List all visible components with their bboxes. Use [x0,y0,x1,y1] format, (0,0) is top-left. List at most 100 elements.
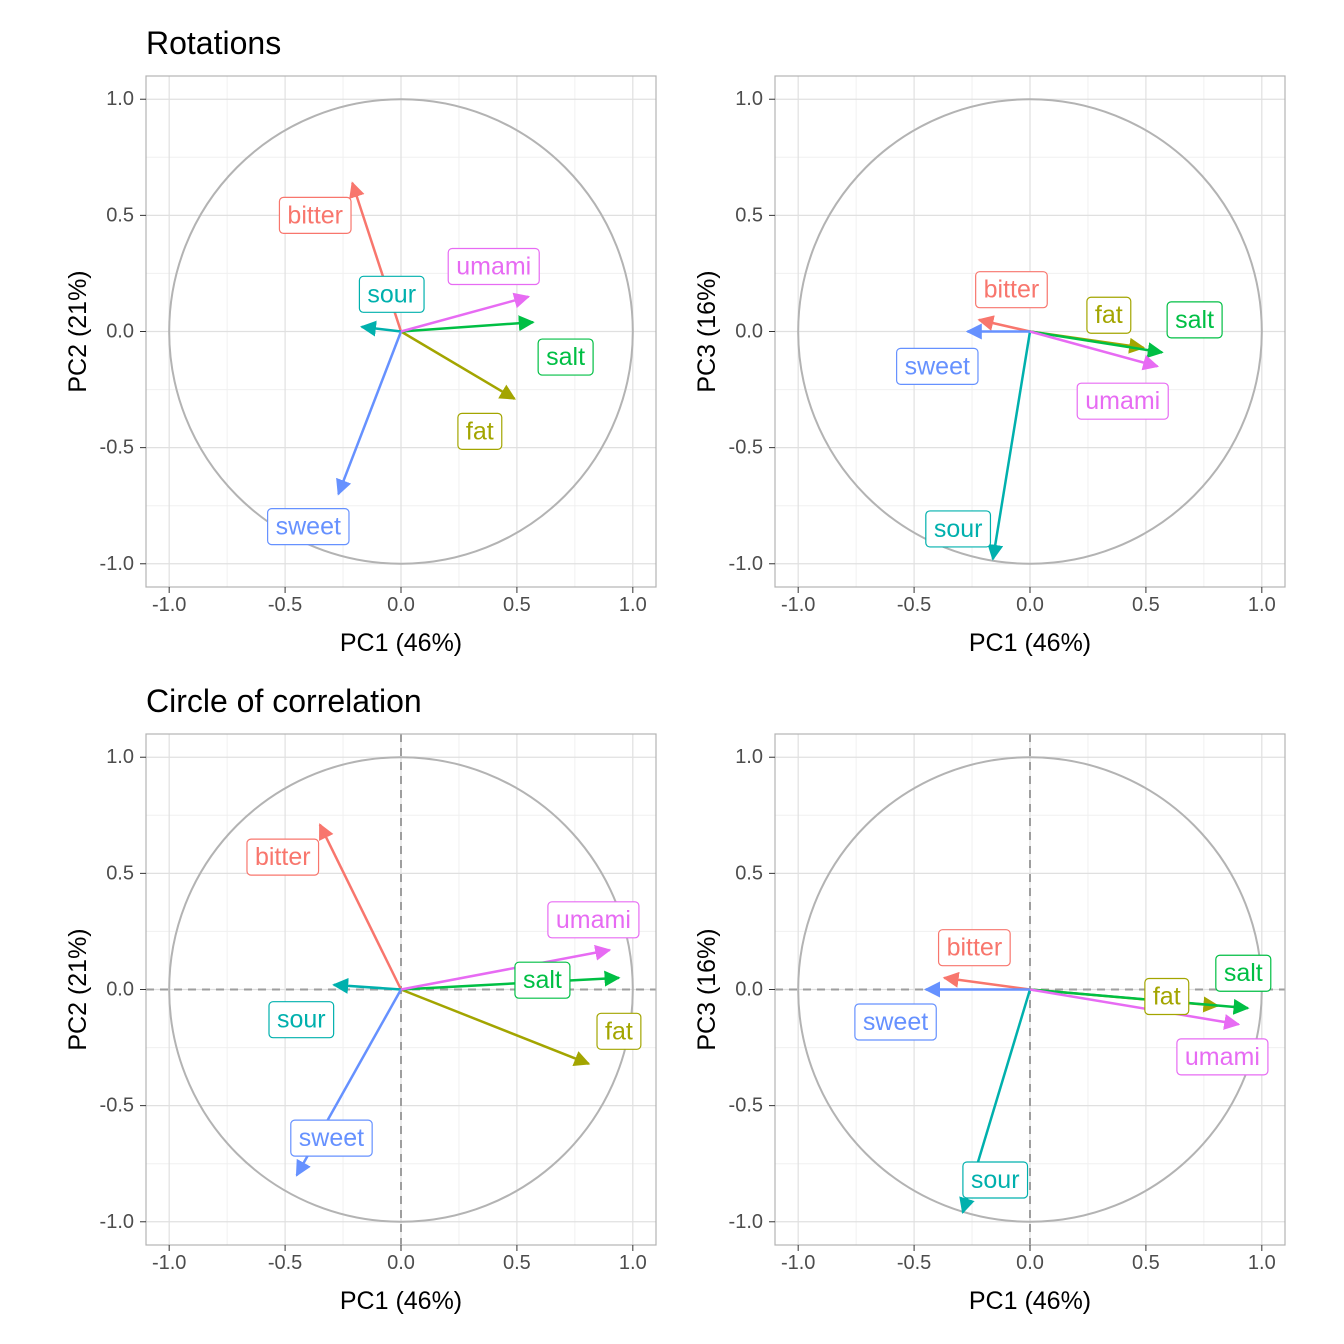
vector-fat [400,988,591,1066]
label-umami: umami [1076,382,1169,420]
y-tick-label: 0.5 [106,204,134,226]
label-box-sour [925,510,992,548]
label-text-salt: salt [546,343,585,371]
y-tick-label: 0.5 [106,862,134,884]
label-box-salt [514,961,571,999]
label-text-fat: fat [605,1017,633,1045]
label-sour: sour [268,1001,335,1039]
x-tick-label: 0.5 [1132,1252,1160,1274]
label-text-umami: umami [1085,387,1160,415]
label-box-fat [457,412,503,450]
y-tick-label: -0.5 [100,1095,134,1117]
label-box-salt [537,338,594,376]
label-text-bitter: bitter [984,276,1040,304]
y-tick-label: 1.0 [735,746,763,768]
x-tick-label: 1.0 [1248,1252,1276,1274]
vector-bitter [942,971,1031,991]
label-text-sweet: sweet [276,513,341,541]
x-tick-label: 0.0 [1016,1252,1044,1274]
y-tick-label: 0.0 [735,321,763,343]
label-text-umami: umami [556,906,631,934]
y-tick-label: 0.0 [735,979,763,1001]
label-sweet: sweet [896,347,979,385]
vector-bitter [318,823,403,991]
label-box-fat [1086,296,1132,334]
panel-title: Rotations [146,25,281,61]
label-box-sweet [896,347,979,385]
label-sour: sour [962,1161,1029,1199]
label-text-bitter: bitter [947,934,1003,962]
panel-4: bitter fat salt sour sweet umami -1.0 -0.5 0.0 0.… [693,733,1286,1315]
label-salt: salt [537,338,594,376]
label-text-salt: salt [1224,959,1263,987]
x-tick-label: -0.5 [897,594,931,616]
vector-umami [1029,330,1160,371]
vector-salt [1029,988,1250,1015]
label-box-sour [962,1161,1029,1199]
y-axis-title: PC3 (16%) [693,270,721,392]
panel-3: bitter fat salt sour sweet umami -1.0 -0.5 0.0 0.… [64,683,657,1315]
label-umami: umami [547,901,640,939]
label-sour: sour [925,510,992,548]
x-tick-label: 0.0 [1016,594,1044,616]
label-text-fat: fat [1095,301,1123,329]
x-tick-label: 1.0 [619,594,647,616]
x-tick-label: 0.5 [503,1252,531,1274]
y-tick-label: -1.0 [100,553,134,575]
label-box-sour [268,1001,335,1039]
vector-umami [400,292,531,333]
label-box-umami [547,901,640,939]
label-box-umami [1076,382,1169,420]
label-sweet: sweet [267,508,350,546]
label-salt: salt [1166,301,1223,339]
x-tick-label: -0.5 [268,594,302,616]
label-sour: sour [358,275,425,313]
y-tick-label: 0.5 [735,204,763,226]
label-text-umami: umami [456,252,531,280]
label-box-bitter [246,838,320,876]
label-text-fat: fat [466,417,494,445]
x-axis-title: PC1 (46%) [340,629,462,657]
y-axis-title: PC2 (21%) [64,928,92,1050]
label-bitter: bitter [937,929,1011,967]
vector-umami [400,944,612,991]
panel-2: bitter fat salt sour sweet umami -1.0 -0.5 0.0 0.… [693,75,1286,657]
label-text-fat: fat [1153,982,1181,1010]
label-umami: umami [447,247,540,286]
label-fat: fat [457,412,503,450]
vector-salt [400,315,535,333]
label-fat: fat [1144,977,1190,1016]
y-axis-title: PC3 (16%) [693,928,721,1050]
y-tick-label: -1.0 [100,1211,134,1233]
label-box-fat [1144,977,1190,1016]
x-tick-label: 0.5 [1132,594,1160,616]
label-sweet: sweet [854,1003,937,1041]
label-fat: fat [596,1012,642,1050]
label-text-salt: salt [523,966,562,994]
x-tick-label: -0.5 [897,1252,931,1274]
y-tick-label: 0.5 [735,862,763,884]
label-text-bitter: bitter [287,201,343,229]
panel-title: Circle of correlation [146,683,422,719]
label-box-sweet [854,1003,937,1041]
label-box-bitter [937,929,1011,967]
label-sweet: sweet [290,1119,373,1157]
label-text-bitter: bitter [255,843,311,871]
x-tick-label: -1.0 [781,594,815,616]
label-text-sour: sour [367,280,416,308]
label-text-sweet: sweet [863,1008,928,1036]
label-box-salt [1215,954,1272,992]
label-box-umami [1176,1038,1269,1076]
label-box-salt [1166,301,1223,339]
label-text-sweet: sweet [905,352,970,380]
vector-umami [1029,988,1241,1030]
vector-sour [987,331,1032,561]
unit-circle [168,756,634,1223]
label-box-sweet [267,508,350,546]
y-tick-label: 0.0 [106,979,134,1001]
x-axis-title: PC1 (46%) [969,629,1091,657]
y-tick-label: -0.5 [100,437,134,459]
x-tick-label: 0.5 [503,594,531,616]
y-tick-label: 0.0 [106,321,134,343]
